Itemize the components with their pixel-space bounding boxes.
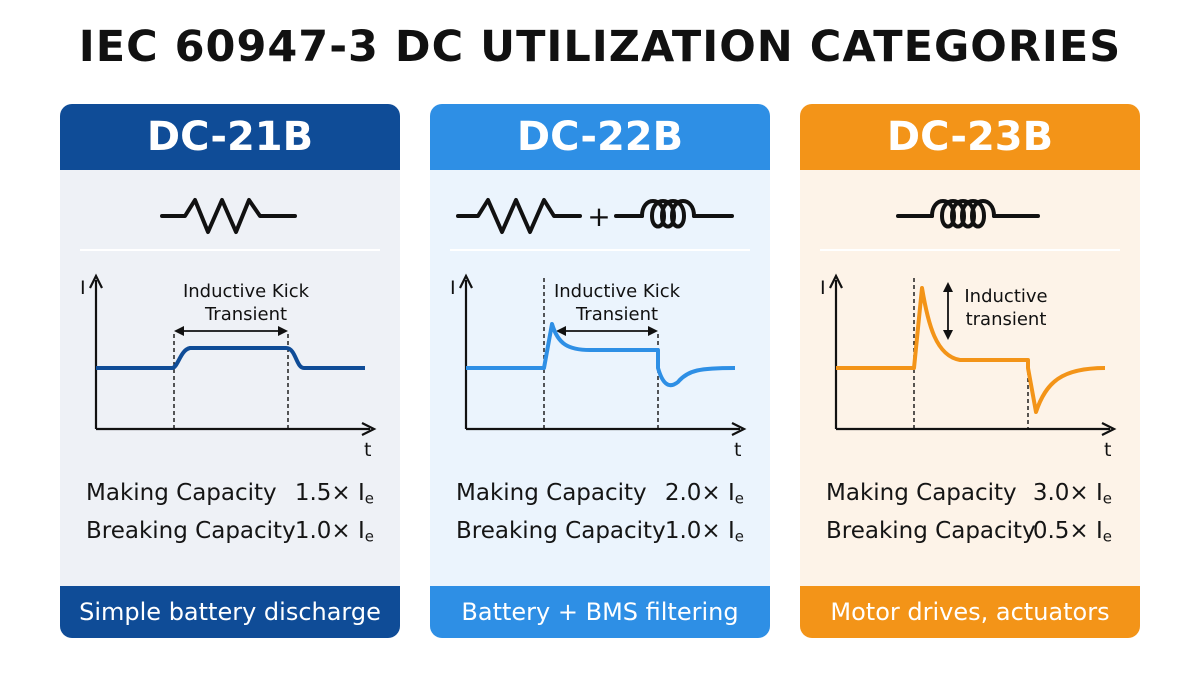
card-header: DC-22B: [430, 104, 770, 170]
making-capacity-value: 1.5× Ie: [294, 480, 374, 508]
card-footer: Simple battery discharge: [60, 586, 400, 638]
annotation-line-1: Inductive Kick: [554, 281, 681, 302]
annotation-line-1: Inductive Kick: [183, 281, 310, 302]
breaking-capacity-value: 1.0× Ie: [294, 518, 374, 546]
breaking-capacity-label: Breaking Capacity: [86, 518, 296, 544]
load-symbol: [160, 198, 297, 234]
waveform-line: [836, 286, 1106, 414]
breaking-capacity-value: 1.0× Ie: [664, 518, 744, 546]
inductor-icon: [896, 199, 1040, 229]
resistor-icon: [160, 198, 297, 234]
annotation-line-2: Transient: [204, 304, 287, 325]
current-waveform-graph: I t Inductive Kick Transient: [450, 273, 747, 461]
breaking-capacity-value: 0.5× Ie: [1032, 518, 1112, 546]
inductor-icon: [614, 199, 734, 229]
graph-axes: [459, 273, 747, 436]
current-waveform-graph: I t Inductive Kick Transient: [80, 273, 377, 461]
separator: [450, 249, 750, 251]
card-dc22b: DC-22B + I t Inductive Kic: [430, 104, 770, 638]
load-symbol: +: [456, 198, 734, 234]
current-waveform-graph: I t Inductive transient: [820, 273, 1117, 461]
graph-axes: [89, 273, 377, 436]
y-axis-label: I: [450, 277, 456, 299]
card-dc23b: DC-23B I t Inductive transient Ma: [800, 104, 1140, 638]
page-title: IEC 60947-3 DC UTILIZATION CATEGORIES: [78, 22, 1122, 72]
card-dc21b: DC-21B I t Inductive Kick Transient Maki…: [60, 104, 400, 638]
annotation-line-1: Inductive: [964, 286, 1047, 307]
card-footer: Motor drives, actuators: [800, 586, 1140, 638]
card-header: DC-21B: [60, 104, 400, 170]
separator: [820, 249, 1120, 251]
graph-axes: [829, 273, 1117, 436]
making-capacity-value: 2.0× Ie: [664, 480, 744, 508]
breaking-capacity-label: Breaking Capacity: [456, 518, 666, 544]
making-capacity-value: 3.0× Ie: [1032, 480, 1112, 508]
waveform-line: [96, 346, 365, 370]
annotation-line-2: transient: [966, 309, 1047, 330]
y-axis-label: I: [820, 277, 826, 299]
annotation-line-2: Transient: [575, 304, 658, 325]
making-capacity-label: Making Capacity: [456, 480, 647, 506]
waveform-line: [466, 322, 736, 388]
transient-span-arrow: [174, 326, 288, 336]
resistor-icon: [456, 198, 582, 234]
making-capacity-label: Making Capacity: [826, 480, 1017, 506]
transient-height-arrow: [943, 282, 953, 340]
making-capacity-label: Making Capacity: [86, 480, 277, 506]
x-axis-label: t: [734, 439, 741, 461]
x-axis-label: t: [364, 439, 371, 461]
load-symbol: [896, 199, 1040, 229]
card-header: DC-23B: [800, 104, 1140, 170]
separator: [80, 249, 380, 251]
plus-icon: +: [587, 200, 610, 233]
x-axis-label: t: [1104, 439, 1111, 461]
transient-span-arrow: [556, 326, 658, 336]
breaking-capacity-label: Breaking Capacity: [826, 518, 1036, 544]
card-footer: Battery + BMS filtering: [430, 586, 770, 638]
y-axis-label: I: [80, 277, 86, 299]
